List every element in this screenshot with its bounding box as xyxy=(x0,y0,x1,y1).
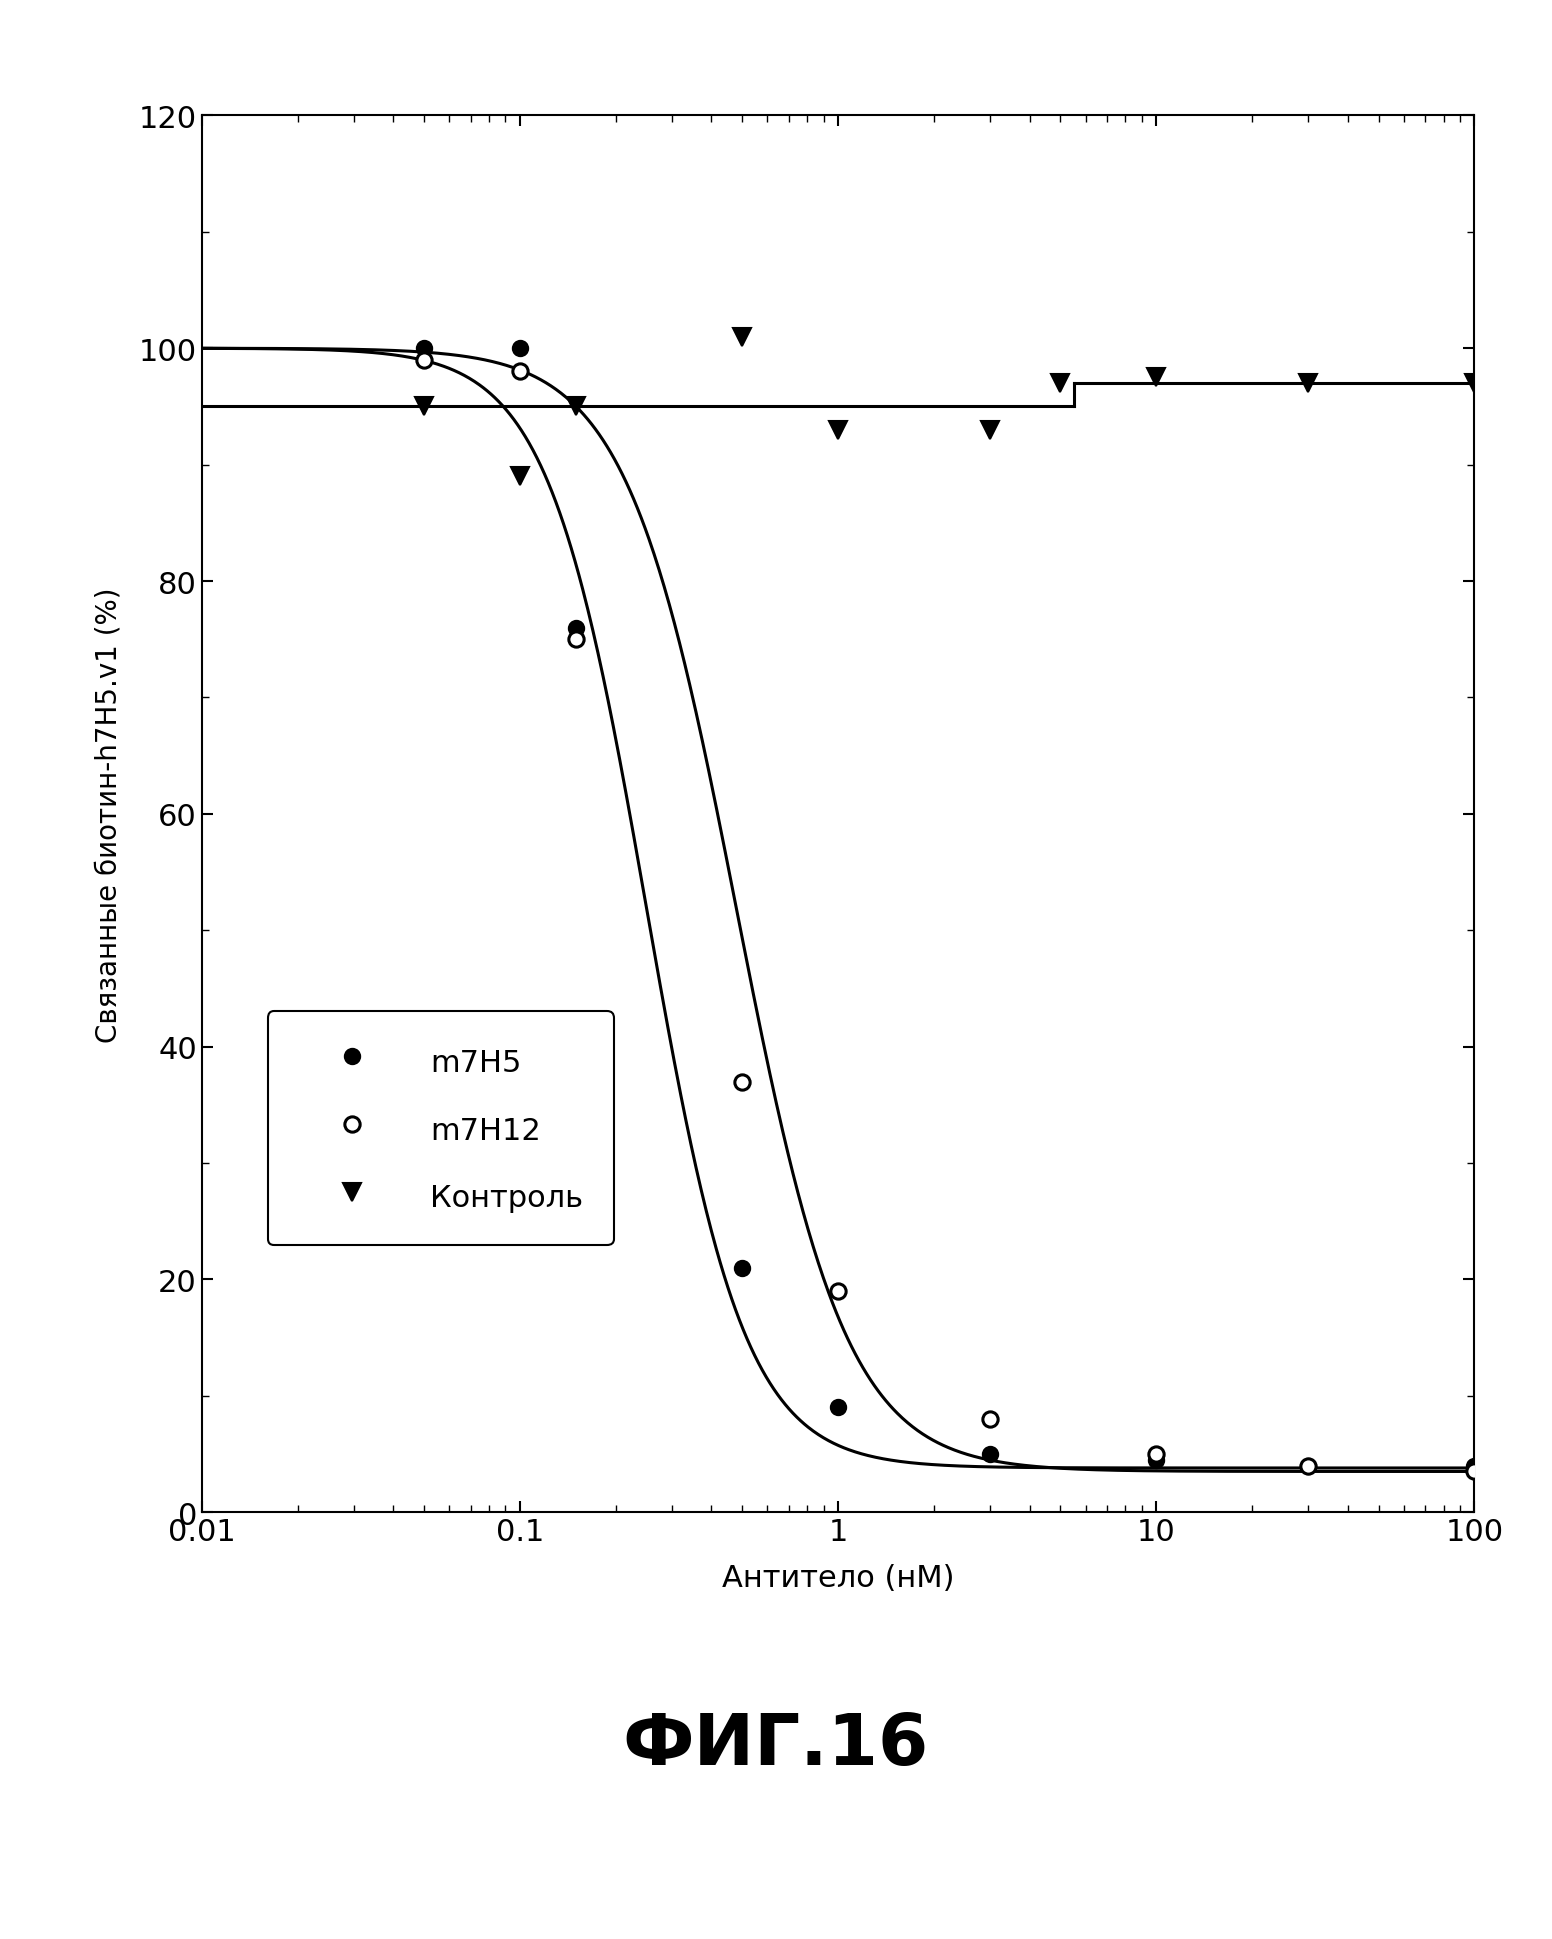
Контроль xyxy=(829,419,847,442)
m7H12 xyxy=(1147,1443,1166,1466)
Контроль xyxy=(511,465,529,489)
m7H5 xyxy=(566,617,585,640)
m7H5 xyxy=(414,337,433,361)
Контроль xyxy=(1299,372,1318,396)
Line: m7H12: m7H12 xyxy=(416,353,1482,1479)
m7H5 xyxy=(829,1396,847,1419)
m7H5 xyxy=(981,1443,999,1466)
m7H12 xyxy=(511,361,529,384)
Legend: m7H5, m7H12, Контроль: m7H5, m7H12, Контроль xyxy=(268,1012,613,1247)
Контроль xyxy=(1147,366,1166,390)
Line: m7H5: m7H5 xyxy=(416,341,1482,1474)
Line: Контроль: Контроль xyxy=(414,328,1484,487)
Text: ФИГ.16: ФИГ.16 xyxy=(622,1710,930,1780)
m7H5 xyxy=(1299,1454,1318,1478)
m7H5 xyxy=(1465,1454,1484,1478)
X-axis label: Антитело (нМ): Антитело (нМ) xyxy=(722,1563,954,1592)
m7H12 xyxy=(981,1408,999,1431)
m7H12 xyxy=(733,1070,751,1094)
m7H12 xyxy=(566,628,585,652)
m7H5 xyxy=(1147,1448,1166,1472)
Контроль xyxy=(733,326,751,349)
Контроль xyxy=(414,396,433,419)
m7H12 xyxy=(1299,1454,1318,1478)
Контроль xyxy=(981,419,999,442)
Контроль xyxy=(1051,372,1069,396)
m7H12 xyxy=(829,1280,847,1303)
m7H12 xyxy=(1465,1460,1484,1483)
Y-axis label: Связанные биотин-h7H5.v1 (%): Связанные биотин-h7H5.v1 (%) xyxy=(95,588,123,1041)
m7H5 xyxy=(511,337,529,361)
Контроль xyxy=(566,396,585,419)
Контроль xyxy=(1465,372,1484,396)
m7H5 xyxy=(733,1256,751,1280)
m7H12 xyxy=(414,349,433,372)
